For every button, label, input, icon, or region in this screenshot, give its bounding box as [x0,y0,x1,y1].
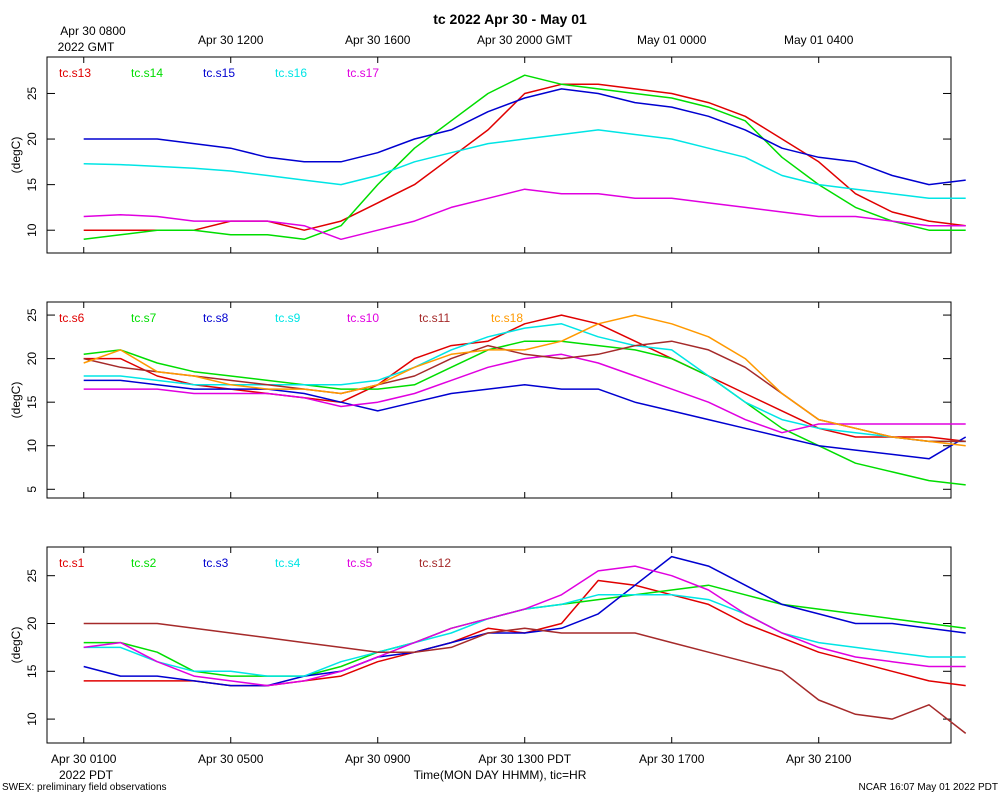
y-tick-label: 15 [25,178,39,192]
series-line-tc-s10 [83,353,966,434]
bottom-tick-label: Apr 30 0100 [51,752,117,766]
series-line-tc-s16 [83,129,966,200]
y-tick-label: 25 [25,308,39,322]
y-tick-label: 5 [25,486,39,493]
legend-tc-s8: tc.s8 [203,311,229,325]
y-axis-label: (degC) [9,382,23,419]
chart-title: tc 2022 Apr 30 - May 01 [433,11,587,27]
series-line-tc-s15 [83,88,966,186]
legend-tc-s3: tc.s3 [203,556,229,570]
series-line-tc-s3 [83,555,966,687]
legend-tc-s14: tc.s14 [131,66,163,80]
bottom-tick-label: Apr 30 2100 [786,752,852,766]
y-tick-label: 20 [25,352,39,366]
y-tick-label: 15 [25,664,39,678]
legend-tc-s18: tc.s18 [491,311,523,325]
series-line-tc-s4 [83,594,966,677]
legend-tc-s9: tc.s9 [275,311,301,325]
series-line-tc-s17 [83,188,966,241]
y-tick-label: 25 [25,86,39,100]
legend-tc-s7: tc.s7 [131,311,157,325]
legend-tc-s1: tc.s1 [59,556,85,570]
legend-tc-s10: tc.s10 [347,311,379,325]
series-line-tc-s11 [83,340,966,443]
x-axis-label: Time(MON DAY HHMM), tic=HR [414,768,587,782]
top-tick-label: Apr 30 1600 [345,33,411,47]
y-tick-label: 10 [25,439,39,453]
series-line-tc-s14 [83,74,966,241]
legend-tc-s12: tc.s12 [419,556,451,570]
top-start-label-line2: 2022 GMT [58,40,115,54]
footer-right: NCAR 16:07 May 01 2022 PDT [858,782,998,793]
top-tick-label: May 01 0000 [637,33,707,47]
legend-tc-s11: tc.s11 [419,311,450,325]
series-line-tc-s13 [83,83,966,231]
series-line-tc-s5 [83,565,966,687]
y-tick-label: 10 [25,223,39,237]
top-start-label-line1: Apr 30 0800 [60,24,126,38]
y-axis-label: (degC) [9,137,23,174]
series-line-tc-s8 [83,379,967,460]
panel-2-frame [46,301,952,499]
legend-tc-s17: tc.s17 [347,66,379,80]
y-tick-label: 25 [25,569,39,583]
legend-tc-s15: tc.s15 [203,66,235,80]
y-tick-label: 20 [25,132,39,146]
series-line-tc-s18 [83,314,966,447]
y-tick-label: 10 [25,712,39,726]
series-line-tc-s7 [83,340,966,486]
legend-tc-s2: tc.s2 [131,556,157,570]
y-axis-label: (degC) [9,627,23,664]
top-tick-label: May 01 0400 [784,33,854,47]
bottom-tick-label: Apr 30 1300 PDT [478,752,571,766]
series-line-tc-s12 [83,622,967,734]
top-tick-label: Apr 30 2000 GMT [477,33,573,47]
legend-tc-s13: tc.s13 [59,66,91,80]
bottom-tick-label: Apr 30 0900 [345,752,411,766]
legend-tc-s6: tc.s6 [59,311,85,325]
panel-1-frame [46,56,952,254]
legend-tc-s4: tc.s4 [275,556,301,570]
y-tick-label: 15 [25,395,39,409]
footer-left: SWEX: preliminary field observations [2,782,167,793]
y-tick-label: 20 [25,616,39,630]
panel-3-frame [46,546,952,744]
bottom-start-label-line2: 2022 PDT [59,768,114,782]
bottom-tick-label: Apr 30 1700 [639,752,705,766]
bottom-tick-label: Apr 30 0500 [198,752,264,766]
legend-tc-s16: tc.s16 [275,66,307,80]
legend-tc-s5: tc.s5 [347,556,373,570]
top-tick-label: Apr 30 1200 [198,33,264,47]
